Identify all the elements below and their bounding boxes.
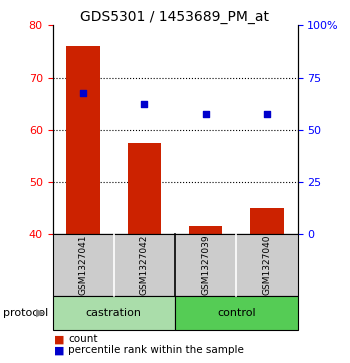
Text: GSM1327039: GSM1327039 — [201, 234, 210, 295]
Point — [203, 111, 209, 117]
Bar — [127, 143, 161, 234]
Text: castration: castration — [86, 308, 142, 318]
Bar — [250, 208, 284, 234]
Text: GSM1327042: GSM1327042 — [140, 235, 149, 295]
Text: GSM1327041: GSM1327041 — [79, 235, 88, 295]
Text: protocol: protocol — [4, 308, 49, 318]
Point — [141, 101, 147, 107]
Text: count: count — [68, 334, 98, 344]
Title: GDS5301 / 1453689_PM_at: GDS5301 / 1453689_PM_at — [80, 11, 270, 24]
Text: ■: ■ — [54, 334, 65, 344]
Text: control: control — [217, 308, 256, 318]
Point — [80, 90, 86, 96]
Bar — [189, 226, 223, 234]
Point — [264, 111, 270, 117]
Text: GSM1327040: GSM1327040 — [262, 235, 271, 295]
Bar — [66, 46, 100, 234]
Text: ▶: ▶ — [36, 308, 44, 318]
Text: percentile rank within the sample: percentile rank within the sample — [68, 345, 244, 355]
Text: ■: ■ — [54, 345, 65, 355]
